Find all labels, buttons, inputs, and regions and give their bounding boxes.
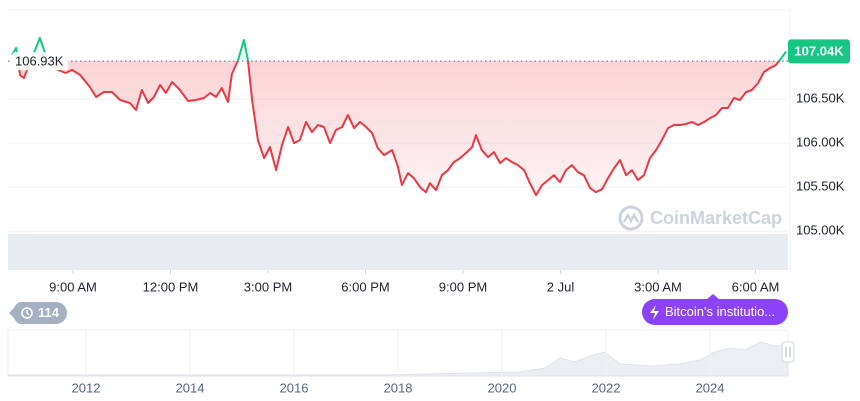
volume-strip [8,234,788,270]
reference-label: 106.93K [15,54,64,69]
last-price-tag [788,39,850,64]
y-tick-label: 106.00K [796,135,845,150]
x-tick-label: 3:00 PM [244,279,292,294]
news-pill[interactable] [642,299,788,325]
watermark-logo-mark [622,212,640,224]
watermark-logo [618,205,644,231]
history-icon [21,307,33,319]
y-tick-label: 106.50K [796,90,845,105]
watermark-text: CoinMarketCap [650,208,782,228]
history-icon-hands [26,310,30,316]
plot: 105.00K 105.50K 106.00K 106.50K 9:00 AM 12:00… [8,36,850,294]
price-line [11,36,787,197]
news-pointer [706,294,720,300]
x-tick-label: 6:00 AM [732,279,780,294]
history-badge[interactable] [9,302,67,324]
navigator-area [7,341,789,377]
x-tick-label: 9:00 PM [439,279,487,294]
navigator-year-label: 2016 [280,380,309,395]
navigator-year-label: 2022 [592,380,621,395]
history-count: 114 [38,305,60,320]
last-price-label: 107.04K [794,43,844,58]
navigator-handle[interactable] [781,341,795,363]
reference-label-bg [12,52,68,71]
x-tick-label: 3:00 AM [634,279,682,294]
news-icon [650,305,659,320]
x-tick-label: 9:00 AM [49,279,97,294]
navigator-year-label: 2012 [72,380,101,395]
navigator-year-label: 2020 [488,380,517,395]
news-text[interactable]: Bitcoin's institutio... [665,304,775,319]
watermark: CoinMarketCap [618,205,782,231]
x-tick-label: 2 Jul [547,279,575,294]
x-tick-label: 12:00 PM [143,279,199,294]
y-tick-label: 105.00K [796,223,845,238]
navigator-year-label: 2014 [176,380,205,395]
x-tick-label: 6:00 PM [341,279,389,294]
navigator-year-label: 2018 [384,380,413,395]
navigator-year-label: 2024 [696,380,725,395]
y-tick-label: 105.50K [796,179,845,194]
area [11,37,787,196]
